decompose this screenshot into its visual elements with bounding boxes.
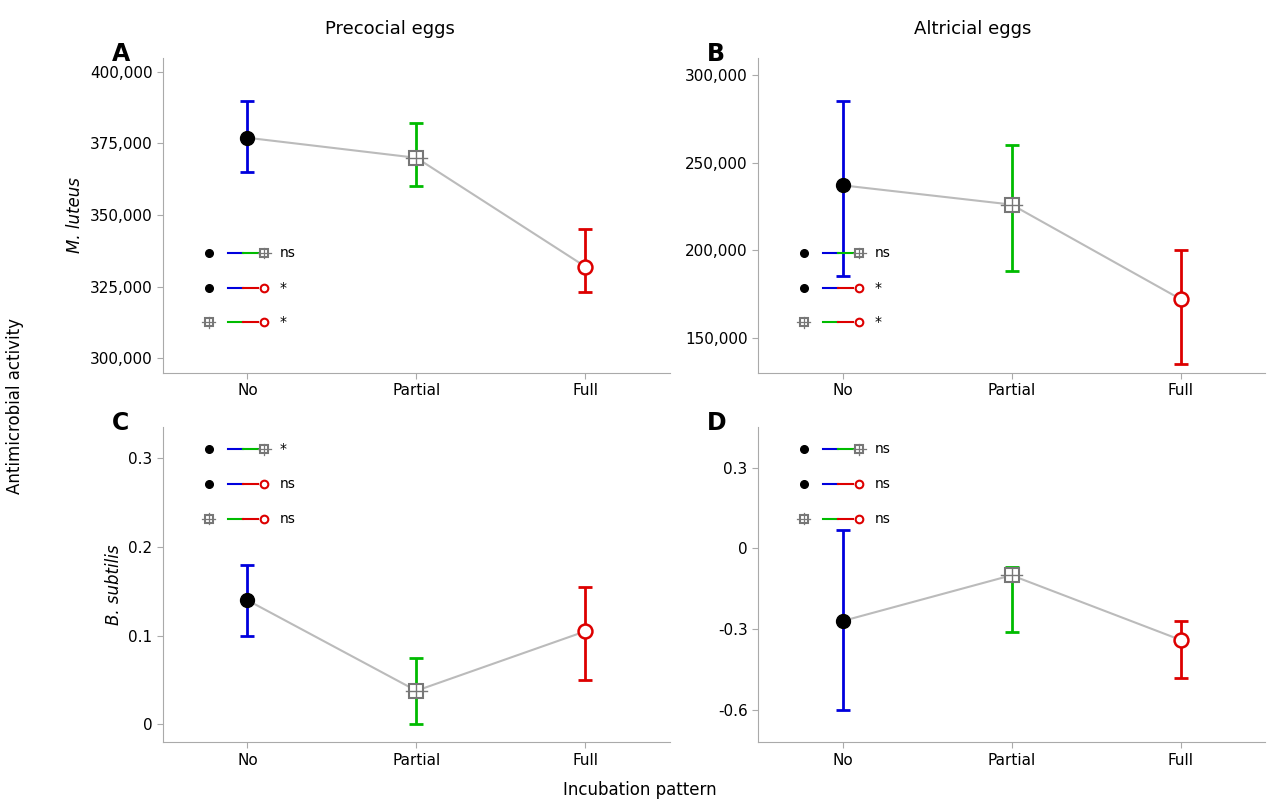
Text: ns: ns [279,512,296,526]
Text: Altricial eggs: Altricial eggs [914,20,1032,38]
Text: B: B [708,42,726,66]
Text: D: D [708,411,727,436]
Text: *: * [279,315,287,329]
Y-axis label: M. luteus: M. luteus [67,177,84,253]
Text: Precocial eggs: Precocial eggs [325,20,456,38]
Text: ns: ns [874,246,891,260]
Text: Antimicrobial activity: Antimicrobial activity [6,317,24,494]
Text: *: * [279,281,287,294]
Text: C: C [113,411,129,436]
Text: ns: ns [279,477,296,491]
Text: *: * [279,442,287,457]
Text: *: * [874,281,882,294]
Text: ns: ns [874,477,891,491]
Y-axis label: B. subtilis: B. subtilis [105,544,123,625]
Text: ns: ns [279,246,296,260]
Text: *: * [874,315,882,329]
Text: ns: ns [874,512,891,526]
Text: A: A [113,42,131,66]
Text: ns: ns [874,442,891,457]
Text: Incubation pattern: Incubation pattern [563,781,717,799]
